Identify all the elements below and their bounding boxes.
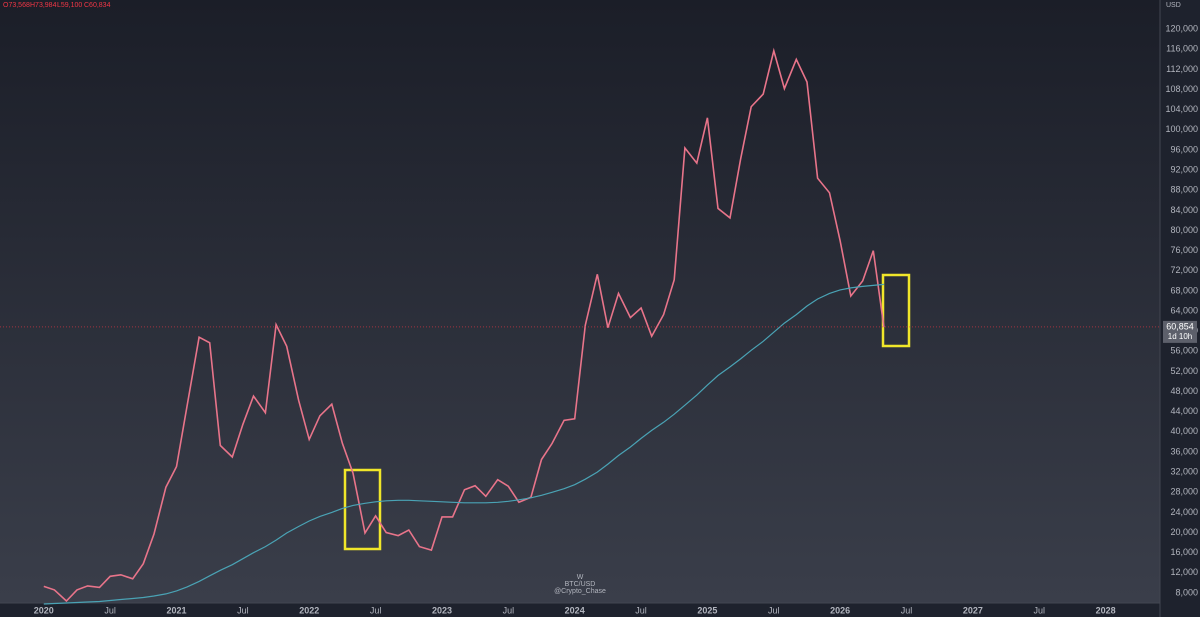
x-tick-label: 2023	[432, 605, 452, 615]
price-tag-label: 60,854	[1166, 321, 1194, 331]
x-tick-label: 2026	[830, 605, 850, 615]
x-tick-label: Jul	[104, 605, 116, 615]
y-tick-label: 108,000	[1165, 84, 1198, 94]
countdown: 1d 10h	[1168, 332, 1192, 341]
y-tick-label: 104,000	[1165, 104, 1198, 114]
y-tick-label: 68,000	[1170, 285, 1198, 295]
price-tag	[1163, 320, 1197, 343]
y-tick-label: 20,000	[1170, 527, 1198, 537]
series-line	[43, 283, 884, 605]
y-tick-label: 48,000	[1170, 386, 1198, 396]
low: L59,100	[57, 2, 82, 9]
y-tick-label: 100,000	[1165, 124, 1198, 134]
watermark-interval: W	[577, 574, 584, 581]
y-tick-label: 112,000	[1166, 64, 1198, 74]
watermark-author: @Crypto_Chase	[554, 588, 606, 595]
highlight-box	[881, 273, 911, 348]
x-tick-label: Jul	[901, 605, 913, 615]
y-tick-label: 40,000	[1170, 426, 1198, 436]
y-tick-label: 44,000	[1170, 406, 1198, 416]
x-tick-label: 2024	[565, 605, 585, 615]
y-tick-label: 76,000	[1170, 245, 1198, 255]
y-tick-label: 120,000	[1165, 24, 1198, 34]
y-tick-label: 84,000	[1170, 205, 1198, 215]
x-tick-label: 2021	[167, 605, 187, 615]
y-tick-label: 88,000	[1170, 185, 1198, 195]
y-tick-label: 80,000	[1170, 225, 1198, 235]
open: O73,568	[3, 2, 30, 9]
x-tick-label: Jul	[635, 605, 647, 615]
time-axis-panel	[0, 603, 1160, 617]
y-tick-label: 8,000	[1175, 587, 1198, 597]
currency: USD	[1166, 2, 1181, 9]
y-tick-label: 56,000	[1170, 346, 1198, 356]
y-tick-label: 16,000	[1170, 547, 1198, 557]
x-tick-label: Jul	[768, 605, 780, 615]
x-tick-label: Jul	[370, 605, 382, 615]
x-tick-label: 2028	[1096, 605, 1116, 615]
y-tick-label: 96,000	[1170, 144, 1198, 154]
y-tick-label: 32,000	[1170, 467, 1198, 477]
x-tick-label: 2027	[963, 605, 983, 615]
x-tick-label: Jul	[237, 605, 249, 615]
plot	[0, 47, 1160, 605]
y-tick-label: 92,000	[1170, 165, 1198, 175]
close: C60,834	[84, 2, 111, 9]
x-tick-label: 2020	[34, 605, 54, 615]
x-tick-label: Jul	[1033, 605, 1045, 615]
y-tick-label: 64,000	[1170, 305, 1198, 315]
y-tick-label: 12,000	[1170, 567, 1198, 577]
x-tick-label: 2025	[697, 605, 717, 615]
watermark-symbol: BTC/USD	[565, 581, 596, 588]
y-tick-label: 52,000	[1170, 366, 1198, 376]
y-tick-label: 36,000	[1170, 446, 1198, 456]
header: O73,568 H73,984 L59,100 C60,834	[3, 2, 111, 9]
y-tick-label: 28,000	[1170, 487, 1198, 497]
price-axis-panel	[1160, 0, 1200, 617]
plot-background	[0, 0, 1160, 603]
y-tick-label: 72,000	[1170, 265, 1198, 275]
x-tick-label: 2022	[299, 605, 319, 615]
highlight-box	[343, 468, 382, 551]
high: H73,984	[30, 2, 57, 9]
series-line	[43, 47, 885, 603]
x-tick-label: Jul	[503, 605, 515, 615]
y-tick-label: 24,000	[1170, 507, 1198, 517]
y-tick-label: 116,000	[1166, 44, 1198, 54]
